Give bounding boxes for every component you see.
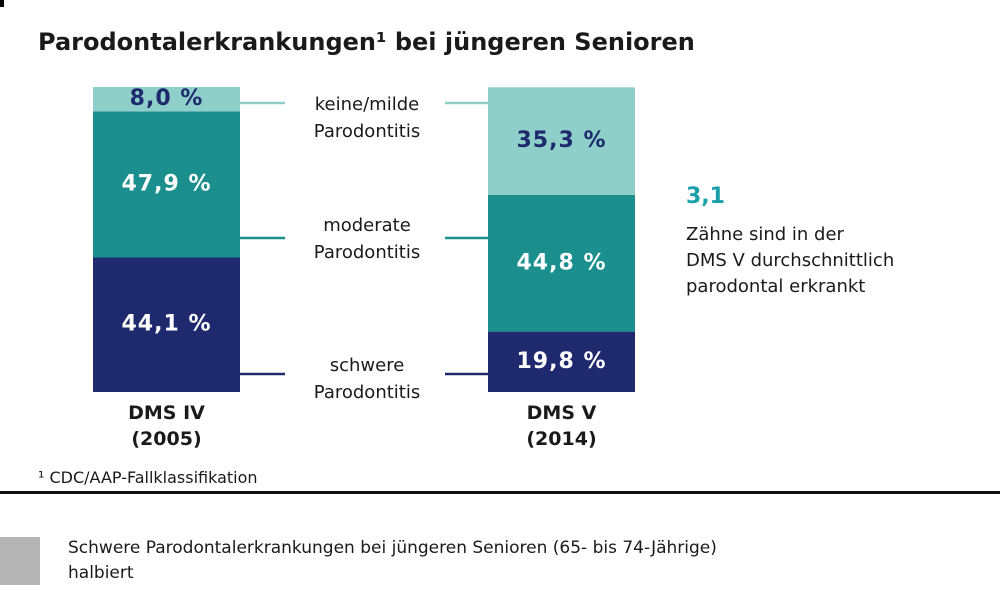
- value-label: 35,3 %: [517, 128, 607, 153]
- chart-title: Parodontalerkrankungen¹ bei jüngeren Sen…: [38, 28, 695, 56]
- bar-segment: [488, 331, 635, 392]
- value-label: 19,8 %: [517, 349, 607, 374]
- divider: [0, 491, 1000, 494]
- bar-segment: [93, 87, 240, 112]
- caption-marker: [0, 537, 40, 585]
- caption-text: halbiert: [68, 563, 134, 583]
- caption-text: Schwere Parodontalerkrankungen bei jünge…: [68, 538, 717, 558]
- category-label: DMS V (2014): [526, 402, 597, 450]
- value-label: 44,1 %: [122, 312, 212, 337]
- series-label: schwere Parodontitis: [313, 355, 421, 403]
- series-label: moderate Parodontitis: [313, 215, 421, 263]
- bar-segment: [488, 194, 635, 332]
- series-label: keine/milde Parodontitis: [313, 94, 421, 142]
- category-label: DMS IV (2005): [128, 402, 205, 450]
- value-label: 44,8 %: [517, 250, 607, 275]
- bar-segment: [488, 87, 635, 195]
- annotation-text: Zähne sind in der: [686, 224, 844, 245]
- annotation-text: DMS V durchschnittlich: [686, 250, 895, 271]
- value-label: 47,9 %: [122, 171, 212, 196]
- annotation-text: parodontal erkrankt: [686, 276, 866, 297]
- bar-segment: [93, 111, 240, 258]
- value-label: 8,0 %: [130, 86, 204, 111]
- annotation-value: 3,1: [686, 184, 725, 209]
- footnote: ¹ CDC/AAP-Fallklassifikation: [38, 468, 258, 487]
- bar-segment: [93, 257, 240, 392]
- corner-mark: [0, 0, 4, 7]
